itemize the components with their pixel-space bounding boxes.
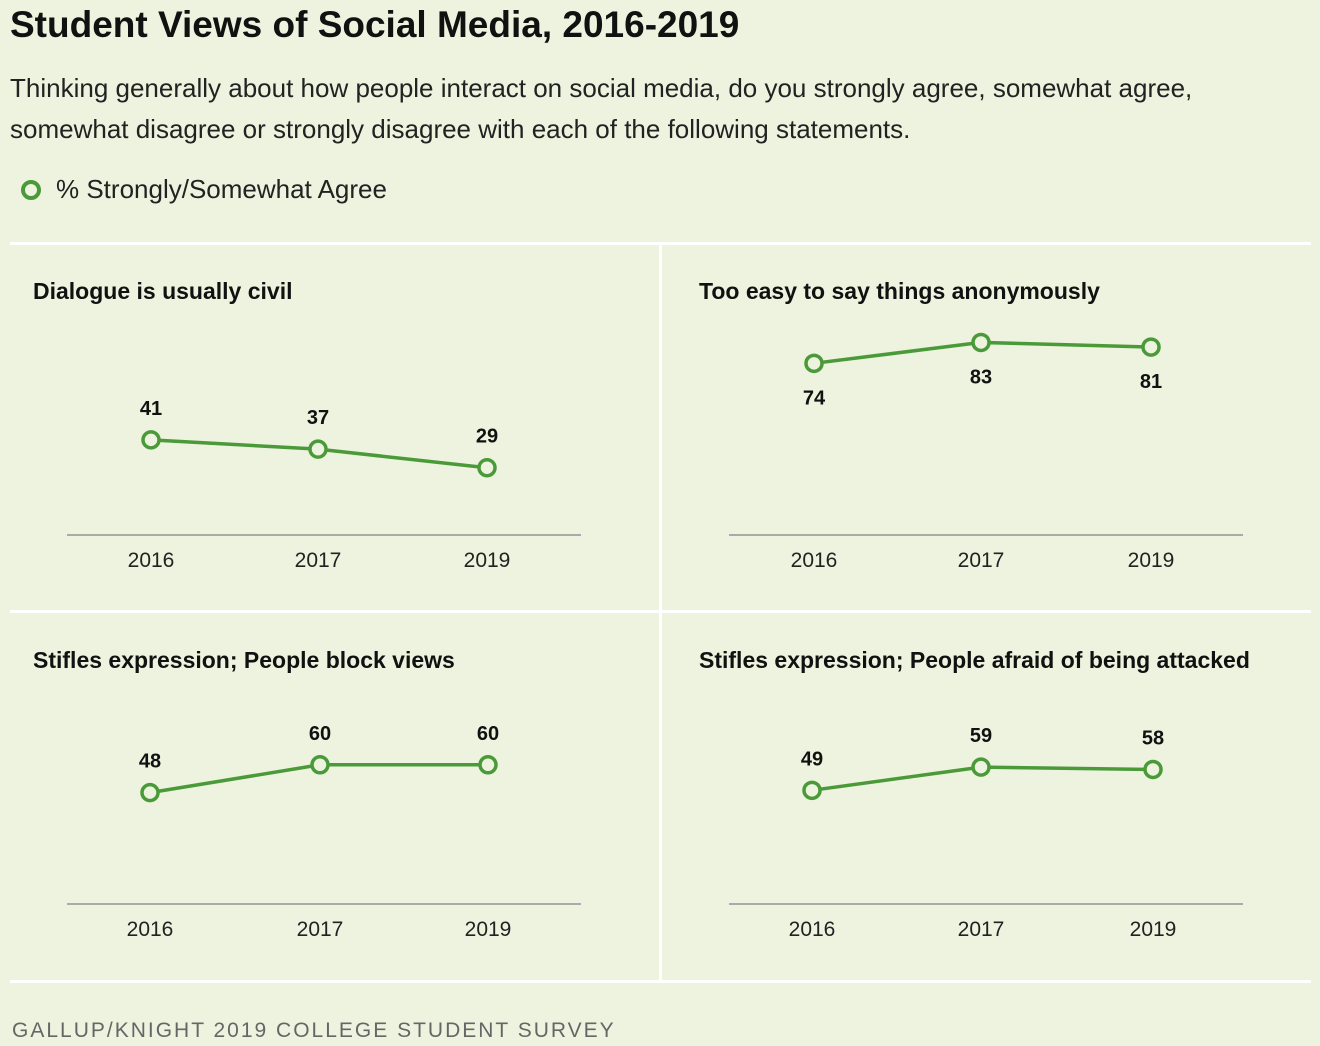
data-label: 48 xyxy=(139,751,161,773)
data-label: 81 xyxy=(1140,371,1162,393)
x-tick-label: 2019 xyxy=(465,918,512,941)
panel-block-views: 48 2016 60 2017 60 2019 Stifles expression; P… xyxy=(10,614,660,980)
panel-anonymous: 74 2016 83 2017 81 2019 Too easy to say thing… xyxy=(662,245,1312,611)
data-point xyxy=(971,332,991,353)
line-chart: 74 2016 83 2017 81 2019 xyxy=(729,332,1243,572)
x-tick-label: 2017 xyxy=(295,549,342,572)
panel-title: Too easy to say things anonymously xyxy=(699,278,1100,304)
data-label: 41 xyxy=(140,398,162,420)
panel-title: Stifles expression; People block views xyxy=(33,647,455,673)
data-point xyxy=(1141,337,1161,357)
chart-subtitle: Thinking generally about how people inte… xyxy=(10,73,1193,144)
data-point xyxy=(1143,759,1163,780)
data-point xyxy=(140,782,160,803)
x-tick-label: 2017 xyxy=(958,549,1005,572)
divider-vertical xyxy=(659,245,662,981)
data-label: 37 xyxy=(307,407,329,429)
data-point xyxy=(971,757,991,777)
x-tick-label: 2016 xyxy=(127,918,174,941)
line-chart: 41 2016 37 2017 29 2019 xyxy=(67,398,581,572)
data-point xyxy=(804,353,824,374)
x-tick-label: 2019 xyxy=(1130,918,1177,941)
x-tick-label: 2019 xyxy=(464,549,511,572)
panel-title: Stifles expression; People afraid of bei… xyxy=(699,647,1250,673)
legend-circle-icon xyxy=(21,179,41,200)
divider-bottom xyxy=(10,980,1311,983)
x-tick-label: 2016 xyxy=(791,549,838,572)
data-point xyxy=(478,755,498,775)
legend-label: % Strongly/Somewhat Agree xyxy=(56,174,387,204)
x-tick-label: 2016 xyxy=(128,549,175,572)
data-point xyxy=(477,457,497,478)
line-chart: 48 2016 60 2017 60 2019 xyxy=(67,723,581,941)
x-tick-label: 2017 xyxy=(297,918,344,941)
data-label: 49 xyxy=(801,748,823,770)
panel-afraid-attacked: 49 2016 59 2017 58 2019 Stifles expression; P… xyxy=(662,614,1312,980)
chart-title: Student Views of Social Media, 2016-2019 xyxy=(10,4,740,45)
x-tick-label: 2016 xyxy=(789,918,836,941)
data-label: 60 xyxy=(309,723,331,745)
data-point xyxy=(310,755,330,775)
panel-title: Dialogue is usually civil xyxy=(33,278,293,304)
data-label: 74 xyxy=(803,387,826,409)
data-point xyxy=(802,780,822,801)
divider-top xyxy=(10,242,1311,245)
panel-dialogue-civil: 41 2016 37 2017 29 2019 Dialogue is usually c… xyxy=(10,245,660,611)
data-point xyxy=(308,439,328,459)
data-label: 59 xyxy=(970,725,992,747)
data-label: 29 xyxy=(476,426,498,448)
source-note: GALLUP/KNIGHT 2019 COLLEGE STUDENT SURVE… xyxy=(12,1019,616,1042)
data-label: 58 xyxy=(1142,727,1164,749)
data-point xyxy=(141,430,161,450)
line-chart: 49 2016 59 2017 58 2019 xyxy=(729,725,1243,941)
legend: % Strongly/Somewhat Agree xyxy=(20,174,387,205)
data-label: 60 xyxy=(477,723,499,745)
data-label: 83 xyxy=(970,366,992,388)
x-tick-label: 2019 xyxy=(1128,549,1175,572)
x-tick-label: 2017 xyxy=(958,918,1005,941)
